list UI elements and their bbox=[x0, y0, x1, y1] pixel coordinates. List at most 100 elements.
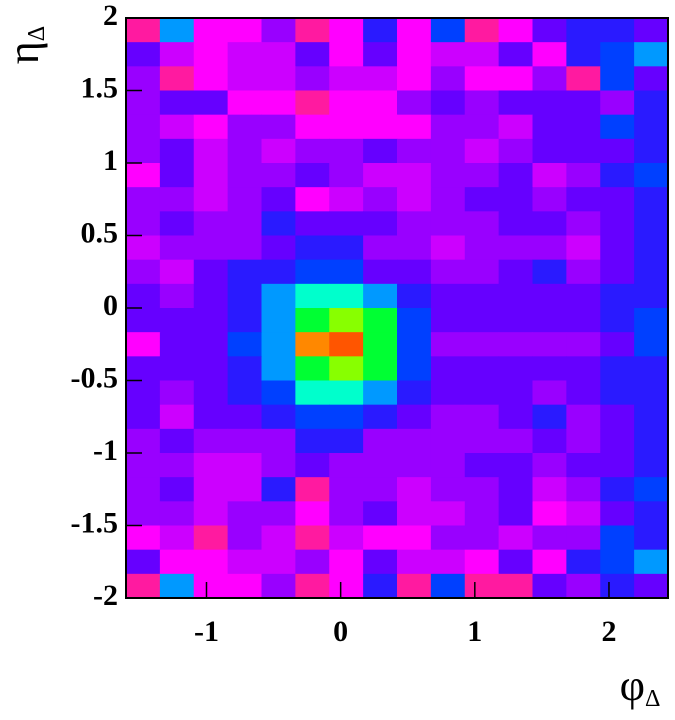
cell bbox=[193, 501, 229, 526]
cell bbox=[126, 211, 161, 236]
x-tick-label: 0 bbox=[333, 615, 348, 648]
cell bbox=[464, 428, 500, 454]
cell bbox=[363, 573, 398, 599]
cell bbox=[329, 332, 364, 357]
cell bbox=[566, 18, 601, 43]
cell bbox=[329, 501, 364, 526]
cell bbox=[566, 428, 601, 454]
cell bbox=[634, 501, 669, 526]
cell bbox=[498, 259, 533, 285]
cell bbox=[126, 332, 161, 357]
cell bbox=[397, 163, 432, 188]
cell bbox=[600, 332, 635, 357]
cell bbox=[295, 380, 330, 406]
cell bbox=[261, 187, 296, 212]
cell bbox=[464, 477, 500, 502]
cell bbox=[261, 501, 296, 526]
cell bbox=[329, 211, 364, 236]
cell bbox=[126, 453, 161, 478]
cell bbox=[261, 114, 296, 140]
cell bbox=[634, 18, 669, 43]
cell bbox=[295, 211, 330, 236]
cell bbox=[498, 380, 533, 406]
cell bbox=[363, 308, 398, 333]
cell bbox=[600, 308, 635, 333]
cell bbox=[532, 404, 567, 430]
cell bbox=[498, 356, 533, 381]
cell bbox=[227, 332, 262, 357]
cell bbox=[600, 90, 635, 116]
cell bbox=[498, 235, 533, 261]
cell bbox=[430, 549, 466, 575]
cell bbox=[261, 259, 296, 285]
cell bbox=[295, 428, 330, 454]
cell bbox=[464, 211, 500, 236]
cell bbox=[363, 138, 398, 164]
cell bbox=[295, 573, 330, 599]
cell bbox=[159, 283, 195, 309]
cell bbox=[329, 187, 364, 212]
x-tick-label: 1 bbox=[467, 615, 482, 648]
cell bbox=[363, 187, 398, 212]
cell bbox=[397, 235, 432, 261]
cell bbox=[600, 66, 635, 91]
cell bbox=[295, 332, 330, 357]
cell bbox=[532, 114, 567, 140]
cell bbox=[600, 114, 635, 140]
x-tick-label: -1 bbox=[194, 615, 219, 648]
cells bbox=[126, 18, 669, 599]
cell bbox=[193, 283, 229, 309]
cell bbox=[566, 211, 601, 236]
cell bbox=[464, 18, 500, 43]
cell bbox=[498, 90, 533, 116]
cell bbox=[600, 525, 635, 551]
cell bbox=[498, 163, 533, 188]
cell bbox=[634, 477, 669, 502]
cell bbox=[227, 428, 262, 454]
cell bbox=[566, 477, 601, 502]
cell bbox=[532, 90, 567, 116]
x-tick-label: 2 bbox=[601, 615, 616, 648]
cell bbox=[126, 114, 161, 140]
cell bbox=[193, 453, 229, 478]
cell bbox=[193, 356, 229, 381]
cell bbox=[329, 308, 364, 333]
cell bbox=[498, 18, 533, 43]
cell bbox=[430, 138, 466, 164]
cell bbox=[227, 453, 262, 478]
cell bbox=[634, 235, 669, 261]
cell bbox=[193, 573, 229, 599]
cell bbox=[363, 501, 398, 526]
cell bbox=[566, 66, 601, 91]
cell bbox=[363, 114, 398, 140]
cell bbox=[261, 283, 296, 309]
cell bbox=[295, 356, 330, 381]
cell bbox=[227, 42, 262, 67]
cell bbox=[329, 380, 364, 406]
cell bbox=[227, 259, 262, 285]
cell bbox=[159, 163, 195, 188]
cell bbox=[498, 332, 533, 357]
cell bbox=[295, 525, 330, 551]
cell bbox=[363, 525, 398, 551]
x-axis-label: φΔ bbox=[620, 661, 661, 711]
y-axis-label-sub: Δ bbox=[24, 26, 50, 41]
cell bbox=[464, 549, 500, 575]
cell bbox=[600, 501, 635, 526]
cell bbox=[532, 187, 567, 212]
y-tick-label: 2 bbox=[103, 0, 118, 32]
cell bbox=[464, 525, 500, 551]
cell bbox=[261, 42, 296, 67]
cell bbox=[329, 356, 364, 381]
cell bbox=[159, 453, 195, 478]
cell bbox=[261, 332, 296, 357]
cell bbox=[397, 501, 432, 526]
cell bbox=[363, 404, 398, 430]
cell bbox=[430, 453, 466, 478]
cell bbox=[261, 18, 296, 43]
cell bbox=[193, 428, 229, 454]
cell bbox=[498, 549, 533, 575]
cell bbox=[363, 211, 398, 236]
cell bbox=[600, 42, 635, 67]
cell bbox=[295, 453, 330, 478]
